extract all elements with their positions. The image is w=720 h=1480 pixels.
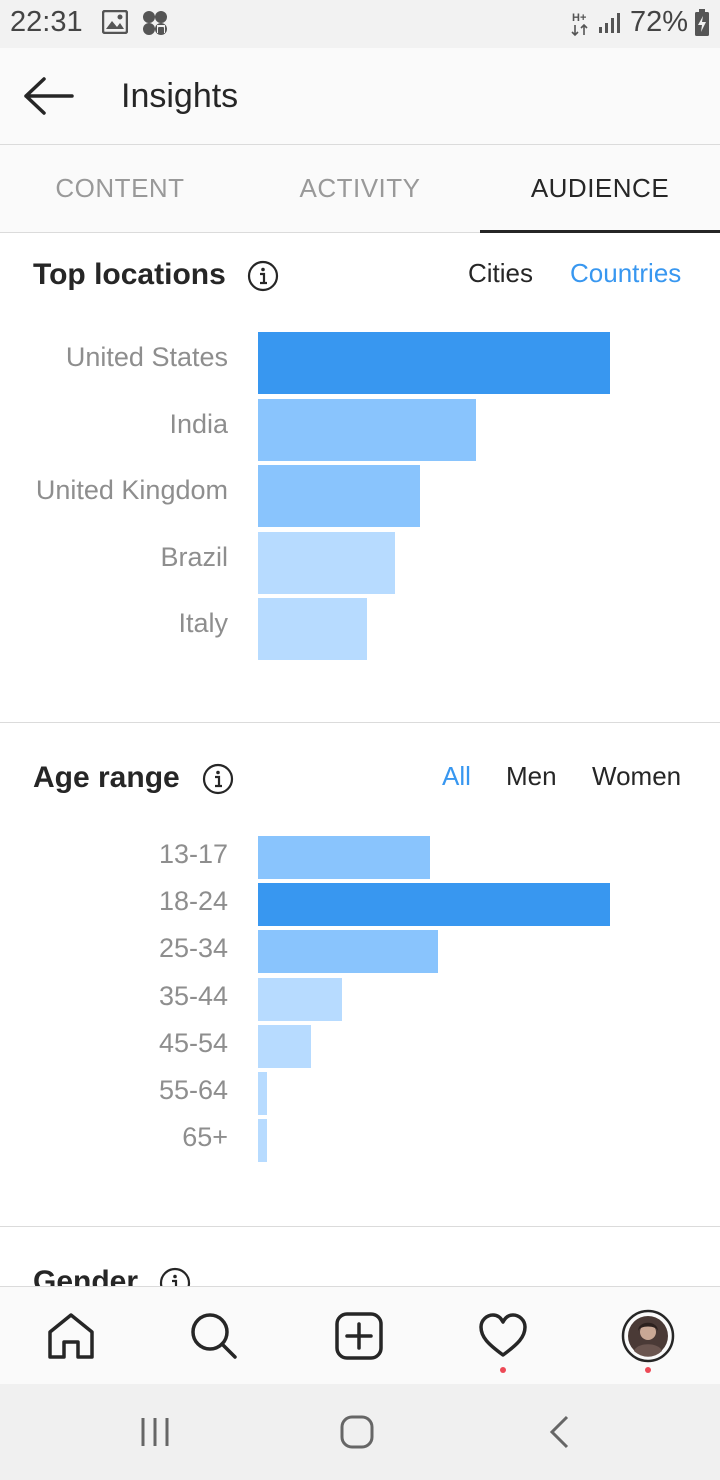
section-divider: [0, 1226, 720, 1227]
nav-new-post[interactable]: [309, 1287, 409, 1385]
bar-label: 13-17: [158, 839, 228, 869]
back-chevron-icon: [549, 1415, 569, 1449]
info-icon[interactable]: [202, 763, 234, 795]
app-bar: Insights: [0, 48, 720, 145]
status-time: 22:31: [10, 6, 83, 38]
app-notification-icon: [142, 10, 168, 41]
add-post-icon: [335, 1312, 383, 1360]
nav-home[interactable]: [21, 1287, 121, 1385]
recent-apps-icon: [141, 1418, 169, 1446]
filter-countries[interactable]: Countries: [570, 258, 682, 288]
top-locations-title: Top locations: [33, 258, 226, 291]
age-range-title: Age range: [33, 761, 180, 794]
gender-section: Gender: [0, 1227, 720, 1286]
search-icon: [191, 1313, 237, 1359]
home-circle-icon: [340, 1415, 374, 1449]
bar: [258, 1024, 311, 1068]
system-back-button[interactable]: [499, 1384, 619, 1480]
insights-tabs: CONTENT ACTIVITY AUDIENCE: [0, 145, 720, 233]
bar-label: 65+: [182, 1122, 228, 1153]
bar-label: United Kingdom: [35, 475, 228, 505]
back-button[interactable]: [18, 70, 78, 122]
bottom-navigation: [0, 1286, 720, 1384]
bar: [258, 332, 610, 394]
bar-label: United States: [65, 342, 228, 372]
nav-activity[interactable]: [453, 1287, 553, 1385]
bar: [258, 531, 395, 594]
bar-label: 45-54: [158, 1027, 228, 1058]
signal-icon: [598, 11, 624, 35]
battery-percent: 72%: [629, 6, 688, 38]
section-divider: [0, 722, 720, 723]
tab-activity[interactable]: ACTIVITY: [299, 173, 421, 203]
info-icon[interactable]: [247, 260, 279, 292]
home-button[interactable]: [297, 1384, 417, 1480]
bar-label: 35-44: [158, 980, 228, 1011]
svg-text:H+: H+: [572, 12, 586, 24]
bar-label: 25-34: [158, 933, 228, 964]
system-navigation-bar: [0, 1384, 720, 1480]
battery-icon: [694, 8, 710, 37]
page-title: Insights: [121, 77, 239, 115]
heart-icon: [479, 1313, 527, 1357]
tab-audience[interactable]: AUDIENCE: [480, 145, 720, 233]
filter-men[interactable]: Men: [506, 761, 557, 791]
filter-all[interactable]: All: [442, 761, 471, 791]
bar-label: Italy: [178, 608, 228, 638]
status-bar: 22:31 H+ 72%: [0, 0, 720, 48]
nav-search[interactable]: [164, 1287, 264, 1385]
back-arrow-icon: [24, 77, 74, 115]
info-icon[interactable]: [159, 1267, 191, 1286]
bar: [258, 1119, 267, 1163]
tab-content[interactable]: CONTENT: [55, 173, 185, 203]
bar: [258, 398, 476, 461]
bar: [258, 1072, 267, 1115]
top-locations-section: Top locations Cities Countries United St…: [0, 234, 720, 722]
bar-label: 18-24: [158, 886, 228, 917]
bar: [258, 598, 367, 660]
nav-profile[interactable]: [598, 1287, 698, 1385]
notification-dot: [500, 1367, 506, 1373]
bar-label: Brazil: [160, 541, 228, 572]
bar-label: 55-64: [158, 1075, 228, 1105]
gallery-notification-icon: [101, 9, 129, 41]
recent-apps-button[interactable]: [95, 1384, 215, 1480]
bar: [258, 465, 420, 527]
filter-women[interactable]: Women: [592, 761, 682, 791]
home-icon: [48, 1313, 94, 1359]
bar: [258, 977, 342, 1021]
filter-cities[interactable]: Cities: [468, 258, 534, 288]
bar: [258, 836, 430, 879]
age-range-section: Age range All Men Women 13-17 18-24 25-34 3…: [0, 723, 720, 1226]
profile-avatar: [621, 1309, 675, 1363]
bar: [258, 930, 438, 974]
gender-title: Gender: [33, 1265, 139, 1286]
network-type-icon: H+: [570, 9, 592, 37]
bar: [258, 883, 610, 927]
bar-label: India: [169, 408, 228, 439]
notification-dot: [645, 1367, 651, 1373]
